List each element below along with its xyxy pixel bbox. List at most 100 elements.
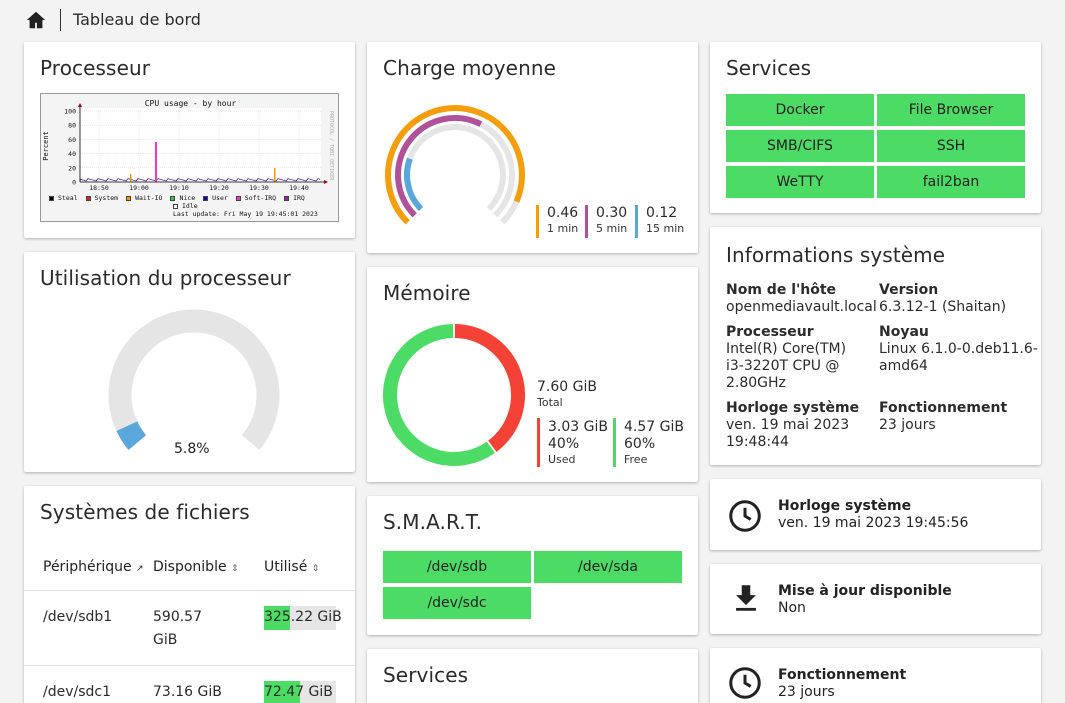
cpu-graph-legend-item: Wait-IO (126, 194, 162, 202)
memory-used-label: Used (548, 453, 576, 466)
fs-divider (24, 665, 355, 666)
cpu-graph-legend-label: Nice (179, 194, 196, 202)
cpu-graph-legend-label: Soft-IRQ (244, 194, 277, 202)
processor-card: Processeur CPU usage - by hour Percent P… (24, 42, 355, 238)
cpu-graph-legend-label: Idle (182, 202, 198, 210)
cpu-value-line2: i3-3220T CPU @ (726, 358, 840, 374)
cpu-graph-legend-swatch (170, 195, 176, 201)
cpu-graph-ytick: 60 (68, 136, 76, 144)
memory-total-label: Total (537, 396, 563, 409)
cpu-label: Processeur (726, 324, 814, 340)
service-ssh[interactable]: SSH (877, 130, 1025, 162)
cpu-graph-xtick: 19:30 (249, 184, 269, 192)
load-gauge-arc (404, 157, 424, 212)
load-legend-value: 0.30 (596, 205, 628, 221)
system-info-card: Informations système Nom de l'hôte openm… (710, 227, 1041, 465)
load-average-card: Charge moyenne 0.46 1 min 0.30 5 min 0.12 15 … (367, 42, 698, 253)
sort-icon: ⇕ (231, 564, 239, 574)
cpu-graph-ytick: 80 (68, 122, 76, 130)
memory-free-percent: 60% (624, 436, 656, 452)
load-gauge-track (404, 124, 506, 212)
cpu-graph-legend-label: Wait-IO (135, 194, 163, 202)
load-gauge-arc (385, 105, 525, 225)
service-file-browser[interactable]: File Browser (877, 94, 1025, 126)
fs-header-device-label: Périphérique (43, 559, 132, 575)
memory-donut (383, 324, 525, 466)
filesystems-card: Systèmes de fichiers Périphérique ↗ Disp… (24, 486, 355, 703)
fs-header-device[interactable]: Périphérique ↗ (43, 559, 144, 575)
cpu-usage-card: Utilisation du processeur 5.8% (24, 252, 355, 472)
cpu-graph-title: CPU usage - by hour (144, 99, 237, 108)
clock-value-line2: 19:48:44 (726, 434, 789, 450)
fs-divider (24, 590, 355, 591)
load-legend-label: 15 min (646, 222, 685, 235)
cpu-graph-ytick: 0 (72, 179, 76, 187)
cpu-usage-title: Utilisation du processeur (40, 266, 291, 290)
service-fail2ban[interactable]: fail2ban (877, 166, 1025, 198)
smart-device-sdc[interactable]: /dev/sdc (383, 587, 531, 619)
fs-used-value: 325.22 GiB (264, 609, 342, 625)
load-average-title: Charge moyenne (383, 56, 557, 80)
load-legend-item: 0.46 1 min (536, 205, 578, 238)
load-legend-item: 0.30 5 min (585, 205, 627, 238)
cpu-graph-legend-item: Idle (173, 202, 198, 210)
cpu-graph-plot: 100 80 60 40 20 0 18:50 19:00 19:10 19:20 19:30 19… (64, 103, 328, 192)
filesystems-title: Systèmes de fichiers (40, 500, 250, 524)
cpu-graph-ytick: 100 (64, 108, 76, 116)
load-legend-value: 0.46 (547, 205, 579, 221)
load-legend-label: 5 min (596, 222, 628, 235)
clock-widget-value: ven. 19 mai 2023 19:45:56 (778, 515, 969, 531)
load-legend-item: 0.12 15 min (635, 205, 684, 238)
sort-asc-icon: ↗ (136, 564, 144, 574)
services-bottom-title: Services (383, 663, 469, 687)
uptime-widget-value: 23 jours (778, 684, 835, 700)
cpu-graph-legend-swatch (49, 195, 54, 201)
service-wetty[interactable]: WeTTY (726, 166, 874, 198)
memory-title: Mémoire (383, 281, 471, 305)
load-legend-value: 0.12 (646, 205, 678, 221)
cpu-graph-xtick: 18:50 (89, 184, 109, 192)
cpu-graph-legend-item: Soft-IRQ (235, 194, 277, 202)
cpu-graph-legend-swatch (284, 195, 290, 201)
hostname-value: openmediavault.local (726, 299, 877, 315)
fs-available-unit: GiB (153, 632, 178, 648)
cpu-graph-legend-item: Nice (170, 194, 195, 202)
cpu-graph-legend-item: System (85, 194, 118, 202)
clock-widget-title: Horloge système (778, 498, 912, 514)
memory-used-value: 3.03 GiB (548, 419, 608, 435)
cpu-graph-ytick: 20 (68, 164, 76, 172)
cpu-graph-legend-swatch (126, 195, 132, 201)
cpu-graph-legend-swatch (235, 195, 241, 201)
cpu-graph-legend-item: Steal (49, 194, 78, 202)
cpu-graph-ytick: 40 (68, 150, 76, 158)
download-icon (736, 585, 756, 611)
cpu-graph-spike (130, 174, 132, 182)
fs-used-bar: 325.22 GiB (264, 606, 342, 630)
cpu-graph-spike (155, 142, 157, 182)
memory-total: 7.60 GiB (537, 379, 597, 395)
smart-device-sda[interactable]: /dev/sda (534, 551, 682, 583)
sort-icon: ⇕ (311, 564, 320, 574)
hostname-label: Nom de l'hôte (726, 282, 837, 298)
home-icon[interactable] (25, 9, 47, 31)
service-docker[interactable]: Docker (726, 94, 874, 126)
cpu-value-line3: 2.80GHz (726, 375, 786, 391)
clock-widget: Horloge système ven. 19 mai 2023 19:45:5… (710, 479, 1041, 550)
service-smb-cifs[interactable]: SMB/CIFS (726, 130, 874, 162)
cpu-graph-xtick: 19:20 (209, 184, 229, 192)
fs-header-available[interactable]: Disponible ⇕ (153, 559, 239, 575)
kernel-label: Noyau (879, 324, 929, 340)
fs-header-used[interactable]: Utilisé ⇕ (264, 559, 319, 575)
fs-header-available-label: Disponible (153, 559, 227, 575)
cpu-graph-legend-swatch (85, 195, 91, 201)
table-row[interactable]: /dev/sdb1 590.57 GiB 325.22 GiB (24, 591, 355, 665)
fs-used-value: 72.47 GiB (264, 684, 333, 700)
table-row[interactable]: /dev/sdc1 73.16 GiB 72.47 GiB (24, 666, 355, 703)
system-info-title: Informations système (726, 243, 946, 267)
processor-card-title: Processeur (40, 56, 151, 80)
cpu-graph-trace (79, 178, 321, 182)
services-card: Services Docker File Browser SMB/CIFS SS… (710, 42, 1041, 213)
smart-device-sdb[interactable]: /dev/sdb (383, 551, 531, 583)
version-value: 6.3.12-1 (Shaitan) (879, 299, 1007, 315)
cpu-graph-xtick: 19:10 (169, 184, 189, 192)
